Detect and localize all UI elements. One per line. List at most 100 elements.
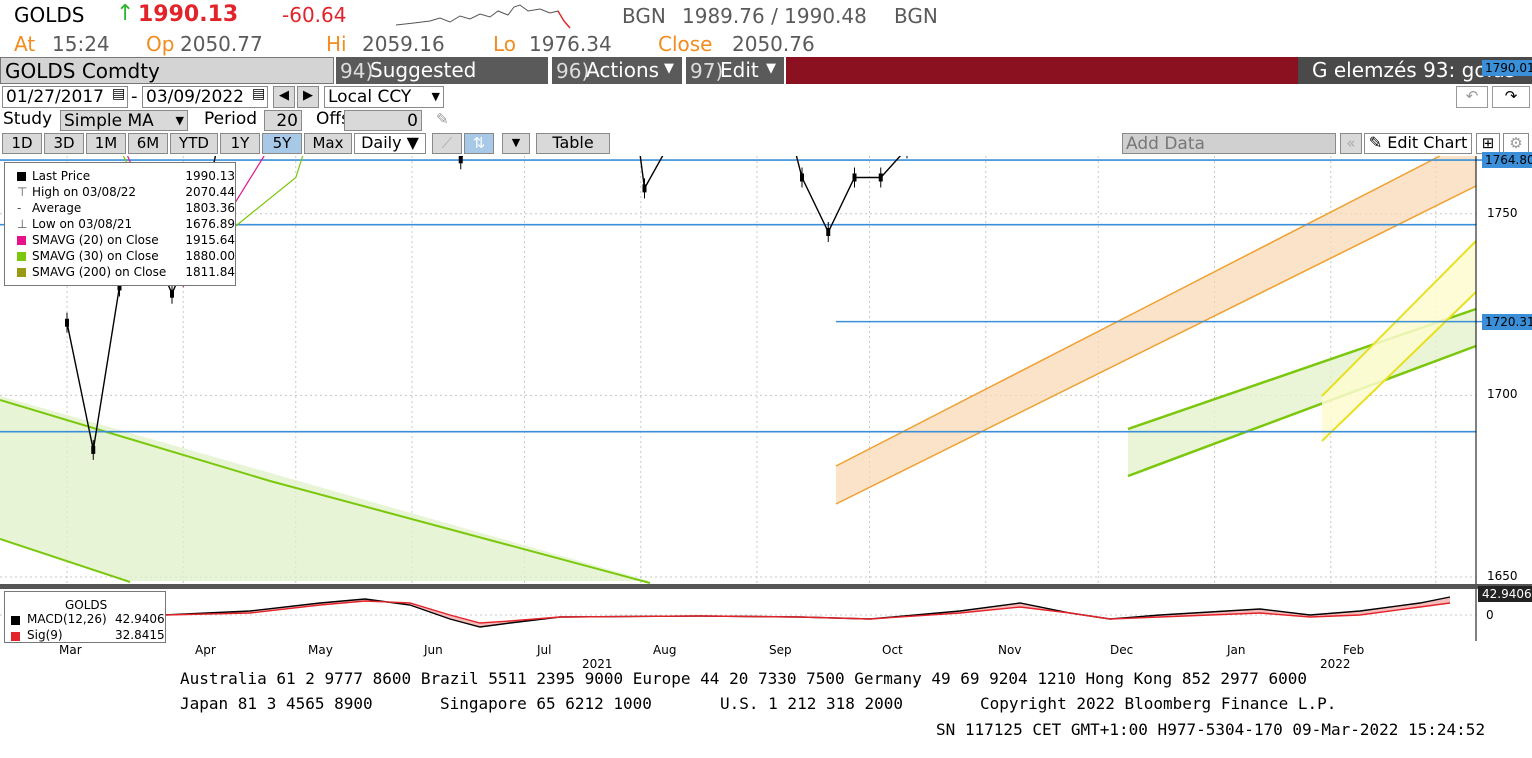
actions-num: 96) xyxy=(556,59,590,83)
security-field[interactable]: GOLDS Comdty xyxy=(0,57,334,84)
x-month-label: Jul xyxy=(537,643,552,657)
footer-us: U.S. 1 212 318 2000 xyxy=(720,694,904,713)
legend-label: Low on 03/08/21 xyxy=(32,217,133,231)
study-select[interactable]: Simple MA ▼ xyxy=(60,110,188,131)
actions-label: Actions xyxy=(586,58,660,82)
square-icon xyxy=(17,236,26,245)
x-month-label: May xyxy=(308,643,333,657)
actions-menu[interactable]: 96) Actions ▼ xyxy=(552,57,682,84)
price-tag: 1720.31 xyxy=(1482,313,1532,330)
open-value: 2050.77 xyxy=(180,32,263,56)
title-bar xyxy=(786,57,1298,84)
rising-channel xyxy=(836,156,1476,504)
end-date-field[interactable]: 03/09/2022 xyxy=(142,86,268,108)
next-period-icon[interactable]: ▶ xyxy=(297,86,319,108)
redo-icon[interactable]: ↷ xyxy=(1492,86,1530,108)
offset-input[interactable]: 0 xyxy=(344,110,422,131)
y-tick-label: 1750 xyxy=(1487,205,1518,220)
chart-type-dropdown[interactable]: ▼ xyxy=(502,133,530,154)
trend-line xyxy=(1321,240,1477,397)
legend-value: 2070.44 xyxy=(185,185,235,199)
signal-label: Sig(9) xyxy=(27,628,63,642)
currency-select[interactable]: Local CCY ▼ xyxy=(324,86,444,108)
x-year-label: 2022 xyxy=(1320,657,1351,671)
chart-settings-icon[interactable]: ⊞ xyxy=(1476,133,1500,154)
candle-chart-icon[interactable]: ⇅ xyxy=(464,133,494,154)
period-input[interactable]: 20 xyxy=(264,110,302,131)
legend-label: Average xyxy=(32,201,82,215)
edit-chart-button[interactable]: ✎ Edit Chart xyxy=(1364,133,1472,154)
x-month-label: Nov xyxy=(998,643,1022,657)
y-tick-label: 1700 xyxy=(1487,387,1518,402)
study-label: Study xyxy=(3,109,53,129)
macd-chart[interactable] xyxy=(0,589,1532,641)
panel-divider[interactable] xyxy=(0,584,1532,589)
trend-line xyxy=(0,399,271,482)
start-date: 01/27/2017 xyxy=(6,87,104,107)
bid-ask: 1989.76 / 1990.48 xyxy=(682,4,867,28)
suggested-charts-num: 94) xyxy=(340,59,374,83)
legend-value: 1811.84 xyxy=(185,265,235,279)
chevron-down-icon: ▼ xyxy=(175,114,184,127)
up-arrow-icon: ↑ xyxy=(116,1,135,26)
high-marker-icon: ⊤ xyxy=(17,185,28,199)
price-chart[interactable] xyxy=(0,156,1532,586)
start-date-field[interactable]: 01/27/2017 xyxy=(2,86,128,108)
chart-title: G elemzés 93: golds xyxy=(1312,58,1516,82)
x-year-label: 2021 xyxy=(582,657,613,671)
price-bar-body xyxy=(170,289,174,298)
square-icon xyxy=(17,252,26,261)
trend-line xyxy=(1321,291,1477,442)
frequency-select[interactable]: Daily ▼ xyxy=(354,133,426,154)
range-6m-button[interactable]: 6M xyxy=(128,133,168,154)
add-data-input[interactable]: Add Data xyxy=(1122,133,1336,154)
dropdown-caret-icon: ▼ xyxy=(766,61,776,76)
range-3d-button[interactable]: 3D xyxy=(44,133,84,154)
close-value: 2050.76 xyxy=(732,32,815,56)
range-1m-button[interactable]: 1M xyxy=(86,133,126,154)
x-month-label: Sep xyxy=(769,643,792,657)
undo-icon[interactable]: ↶ xyxy=(1456,86,1488,108)
average-line-icon: - xyxy=(17,201,22,215)
edit-label: Edit xyxy=(720,58,759,82)
range-1d-button[interactable]: 1D xyxy=(2,133,42,154)
collapse-icon[interactable]: « xyxy=(1340,133,1362,154)
legend-value: 1803.36 xyxy=(185,201,235,215)
price-bar-body xyxy=(458,156,463,164)
series-line-smavg-30- xyxy=(122,156,304,270)
trend-line xyxy=(1127,344,1477,478)
x-month-label: Dec xyxy=(1110,643,1134,657)
signal-value: 32.8415 xyxy=(115,628,165,642)
line-chart-icon[interactable]: ⟋ xyxy=(432,133,462,154)
price-bar-body xyxy=(800,173,804,182)
range-ytd-button[interactable]: YTD xyxy=(170,133,218,154)
footer-contacts: Australia 61 2 9777 8600 Brazil 5511 239… xyxy=(180,669,1308,688)
pencil-icon[interactable]: ✎ xyxy=(436,110,449,128)
table-button[interactable]: Table xyxy=(536,133,610,154)
calendar-icon[interactable]: ▤ xyxy=(112,86,126,102)
gear-icon[interactable]: ⚙ xyxy=(1503,133,1529,154)
trend-line xyxy=(269,480,651,584)
range-max-button[interactable]: Max xyxy=(304,133,352,154)
range-5y-button[interactable]: 5Y xyxy=(262,133,302,154)
footer-singapore: Singapore 65 6212 1000 xyxy=(440,694,652,713)
security-name: GOLDS Comdty xyxy=(5,59,160,83)
trend-line xyxy=(835,156,1441,467)
edit-num: 97) xyxy=(690,59,724,83)
calendar-icon[interactable]: ▤ xyxy=(252,86,266,102)
macd-ticker: GOLDS xyxy=(65,598,108,612)
x-month-label: Jan xyxy=(1227,643,1246,657)
square-icon xyxy=(17,268,26,277)
high-label: Hi xyxy=(326,32,347,56)
range-1y-button[interactable]: 1Y xyxy=(220,133,260,154)
macd-tag: 42.9406 xyxy=(1478,586,1532,602)
suggested-charts-button[interactable]: 94) Suggested Charts xyxy=(336,57,548,106)
legend-value: 1915.64 xyxy=(185,233,235,247)
edit-menu[interactable]: 97) Edit ▼ xyxy=(686,57,784,84)
x-month-label: Feb xyxy=(1343,643,1365,657)
footer-session: SN 117125 CET GMT+1:00 H977-5304-170 09-… xyxy=(936,720,1486,739)
add-data-label: Add Data xyxy=(1126,134,1205,154)
legend-label: SMAVG (200) on Close xyxy=(32,265,167,279)
prev-period-icon[interactable]: ◀ xyxy=(273,86,295,108)
legend-label: Last Price xyxy=(32,169,91,183)
